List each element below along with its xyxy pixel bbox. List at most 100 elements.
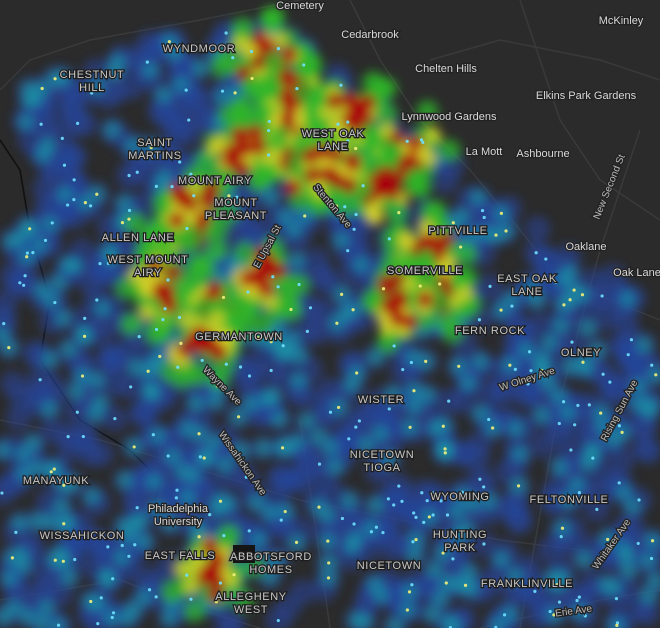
heat-point bbox=[419, 138, 424, 142]
heat-blob bbox=[120, 313, 143, 336]
heat-blob bbox=[206, 139, 223, 156]
heat-blob bbox=[381, 451, 398, 468]
heat-blob bbox=[188, 395, 205, 412]
heat-blob bbox=[381, 227, 404, 250]
heat-blob bbox=[473, 405, 490, 422]
heat-point bbox=[425, 499, 429, 503]
heat-blob bbox=[391, 289, 408, 306]
heat-blob bbox=[195, 150, 218, 173]
heat-blob bbox=[528, 291, 545, 308]
heat-blob bbox=[38, 600, 55, 617]
heat-point bbox=[555, 583, 559, 587]
heat-point bbox=[127, 217, 131, 221]
heat-point bbox=[269, 340, 273, 344]
heat-blob bbox=[333, 232, 350, 249]
heat-blob bbox=[407, 135, 424, 152]
heat-blob bbox=[356, 613, 373, 628]
heat-blob bbox=[640, 588, 657, 605]
heat-blob bbox=[205, 434, 222, 451]
heat-point bbox=[557, 421, 561, 426]
heat-point bbox=[66, 434, 70, 439]
heat-blob bbox=[127, 359, 144, 376]
heat-point bbox=[354, 212, 358, 217]
heat-blob bbox=[217, 524, 240, 547]
heat-point bbox=[254, 555, 258, 560]
heat-point bbox=[405, 139, 409, 143]
heat-blob bbox=[470, 189, 487, 206]
neighborhood-label: PITTVILLE bbox=[428, 225, 487, 237]
heat-point bbox=[591, 456, 595, 460]
heat-blob bbox=[121, 485, 148, 512]
neighborhood-label: FELTONVILLE bbox=[530, 494, 609, 506]
heat-blob bbox=[3, 233, 20, 250]
heat-point bbox=[53, 300, 57, 305]
heat-blob bbox=[344, 152, 361, 169]
heat-point bbox=[460, 490, 464, 494]
heat-point bbox=[202, 456, 206, 460]
heat-blob bbox=[237, 297, 260, 320]
heat-blob bbox=[647, 366, 660, 383]
heat-blob bbox=[59, 514, 76, 531]
heat-point bbox=[575, 598, 579, 603]
heat-blob bbox=[270, 362, 297, 389]
heat-point bbox=[236, 415, 241, 419]
heat-blob bbox=[304, 247, 331, 274]
heat-blob bbox=[194, 210, 211, 227]
heat-blob bbox=[398, 231, 415, 248]
heat-blob bbox=[472, 353, 489, 370]
heat-point bbox=[327, 561, 331, 565]
heat-point bbox=[294, 540, 299, 544]
heat-blob bbox=[304, 318, 331, 345]
heat-blob bbox=[503, 292, 520, 309]
heat-point bbox=[480, 208, 485, 213]
place-label: McKinley bbox=[599, 15, 644, 27]
heat-blob bbox=[29, 513, 46, 530]
heat-blob bbox=[579, 319, 596, 336]
heat-blob bbox=[261, 10, 284, 33]
heat-blob bbox=[24, 435, 41, 452]
heat-point bbox=[424, 359, 428, 364]
heat-point bbox=[573, 423, 577, 427]
neighborhood-label: WISTER bbox=[358, 394, 404, 406]
heat-blob bbox=[583, 447, 600, 464]
heat-blob bbox=[432, 590, 449, 607]
heat-point bbox=[197, 432, 201, 436]
heat-point bbox=[149, 145, 153, 150]
heat-blob bbox=[248, 494, 265, 511]
heat-blob bbox=[102, 370, 129, 397]
heat-blob bbox=[614, 344, 641, 371]
heat-blob bbox=[489, 372, 516, 399]
heat-blob bbox=[201, 538, 218, 555]
heat-blob bbox=[159, 360, 182, 383]
heat-blob bbox=[68, 383, 85, 400]
heat-point bbox=[158, 354, 162, 359]
place-label: Chelten Hills bbox=[415, 63, 477, 75]
heat-blob bbox=[517, 342, 534, 359]
heat-blob bbox=[94, 300, 111, 317]
heat-blob bbox=[116, 517, 133, 534]
heat-blob bbox=[124, 137, 141, 154]
heat-blob bbox=[524, 216, 551, 243]
heat-blob bbox=[139, 304, 156, 321]
heat-point bbox=[49, 470, 53, 474]
heat-blob bbox=[457, 285, 474, 302]
heat-point bbox=[302, 63, 306, 67]
heat-point bbox=[222, 534, 226, 538]
heat-blob bbox=[281, 343, 298, 360]
heat-blob bbox=[478, 225, 495, 242]
heat-blob bbox=[464, 445, 491, 472]
heat-point bbox=[154, 184, 158, 188]
heat-point bbox=[192, 194, 196, 198]
heat-point bbox=[499, 308, 503, 312]
heat-point bbox=[53, 77, 57, 81]
heat-blob bbox=[322, 439, 339, 456]
heat-blob bbox=[186, 332, 203, 349]
heat-point bbox=[7, 346, 11, 350]
heat-point bbox=[276, 46, 281, 51]
heat-point bbox=[502, 613, 507, 617]
heat-point bbox=[352, 522, 356, 526]
heat-blob bbox=[298, 50, 321, 73]
heat-blob bbox=[183, 577, 200, 594]
heat-point bbox=[146, 369, 150, 373]
heat-point bbox=[557, 600, 562, 604]
